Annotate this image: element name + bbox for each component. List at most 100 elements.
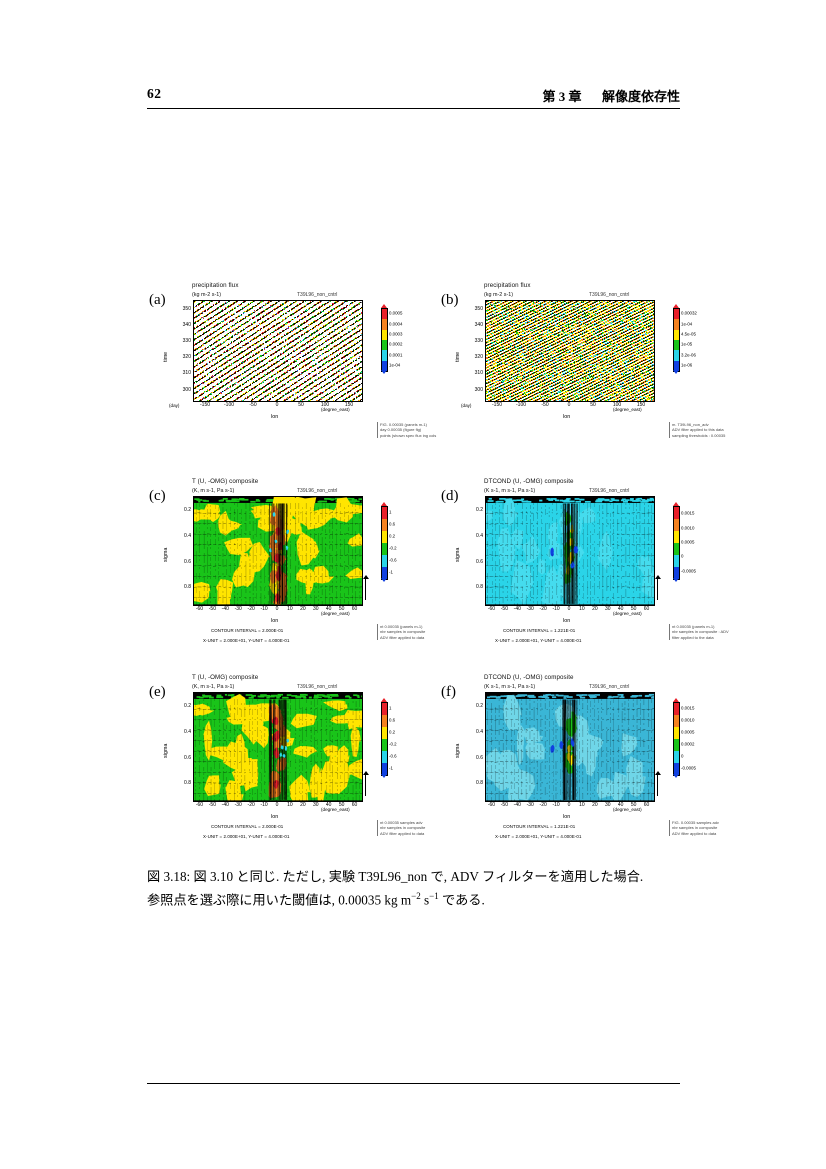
colorbar <box>673 506 680 580</box>
colorbar-tick-label: 0.0002 <box>681 741 695 747</box>
y-axis-label: sigma <box>163 743 169 758</box>
header-rule <box>147 108 680 110</box>
x-tick-label: 50 <box>298 401 304 408</box>
colorbar-segment <box>382 567 387 579</box>
x-tick-label: 30 <box>312 801 319 808</box>
x-tick-label: -150 <box>491 401 503 408</box>
colorbar-segment <box>382 763 387 775</box>
vector-scale-arrow-icon <box>657 774 658 796</box>
x-tick-label: 20 <box>592 801 598 808</box>
page-number: 62 <box>147 86 162 101</box>
panel-footnote-line: ADV filter applied to data <box>380 634 425 640</box>
plot-area <box>193 496 363 606</box>
colorbar-segment <box>674 507 679 519</box>
colorbar-segment <box>382 507 387 519</box>
x-tick-label: -10 <box>552 605 560 612</box>
x-tick-label: -60 <box>195 801 204 808</box>
caption-sup-1: −2 <box>411 890 421 901</box>
x-tick-label: 60 <box>643 605 650 612</box>
colorbar-tick-label: -0.0005 <box>681 568 696 574</box>
x-tick-label: 50 <box>338 605 345 612</box>
colorbar-segment <box>674 519 679 531</box>
panel-footnote-line: nbr samples in composite <box>380 629 426 635</box>
y-tick-label: 0.8 <box>476 584 483 591</box>
x-tick-label: -10 <box>552 801 560 808</box>
plot-canvas <box>486 693 654 801</box>
axis-unit-note: X-UNIT = 2.000E+01, Y-UNIT = 4.000E-01 <box>203 834 290 839</box>
panel-experiment-name: T39L96_non_cntrl <box>297 488 338 494</box>
x-tick-label: 10 <box>579 605 585 612</box>
x-tick-label: 20 <box>300 801 306 808</box>
x-tick-label: -50 <box>500 605 508 612</box>
colorbar-tick-label: 0.0005 <box>389 310 403 316</box>
colorbar-bottom-arrow-icon <box>380 774 387 778</box>
x-tick-label: 20 <box>592 605 598 612</box>
vector-scale-arrowhead-icon <box>362 771 369 775</box>
x-tick-label: 60 <box>351 801 358 808</box>
colorbar-segment <box>382 360 387 371</box>
colorbar-segment <box>382 531 387 543</box>
colorbar-top-arrow-icon <box>672 304 679 308</box>
x-tick-label: -100 <box>515 401 527 408</box>
x-tick-label: -60 <box>487 605 496 612</box>
axis-unit-note: X-UNIT = 2.000E+01, Y-UNIT = 4.000E-01 <box>495 834 582 839</box>
plot-canvas <box>194 693 362 801</box>
x-tick-label: -30 <box>526 801 534 808</box>
colorbar-tick-label: 0.0001 <box>389 352 403 357</box>
panel-footnote-line: nt 0.00035 (panels m-1) <box>672 624 715 629</box>
y-axis-label: sigma <box>163 547 169 562</box>
y-tick-label: 350 <box>474 305 483 312</box>
colorbar-tick-label: 1 <box>389 509 392 515</box>
colorbar-tick-label: 0.6 <box>389 717 396 723</box>
plot-panel-c: (c) T (U, -OMG) composite (K, m s-1, Pa s-… <box>147 476 425 644</box>
x-tick-label: 100 <box>612 401 622 408</box>
y-tick-label: 340 <box>182 322 191 328</box>
panel-experiment-name: T39L96_non_cntrl <box>589 488 630 494</box>
colorbar-segment <box>674 350 679 361</box>
y-tick-label: 300 <box>474 386 483 393</box>
plot-panel-f: (f) DTCOND (U, -OMG) composite (K s-1, m s… <box>439 672 719 840</box>
x-tick-label: 100 <box>320 401 330 408</box>
panel-label: (e) <box>149 684 166 700</box>
panel-label: (c) <box>149 488 166 504</box>
x-tick-label: 0 <box>275 401 279 408</box>
x-axis-unit: (degree_east) <box>613 407 642 412</box>
vector-scale-arrow-icon <box>657 578 658 600</box>
y-tick-label: 0.2 <box>476 703 483 710</box>
x-axis-unit: (degree_east) <box>613 611 642 616</box>
colorbar-tick-label: 1e-06 <box>681 362 693 368</box>
colorbar-tick-label: 0.2 <box>389 533 396 539</box>
y-tick-label: 0.6 <box>184 754 191 761</box>
y-tick-label: 320 <box>182 354 191 361</box>
x-tick-label: 0 <box>567 801 571 808</box>
plot-panel-b: (b) precipitation flux (kg m-2 s-1) T39L96_… <box>439 280 725 440</box>
colorbar-segment <box>674 319 679 330</box>
colorbar-tick-label: 1e-04 <box>389 362 401 368</box>
colorbar-segment <box>382 319 387 330</box>
colorbar-tick-label: 0.0004 <box>389 321 403 326</box>
x-axis-unit: (degree_east) <box>321 407 350 412</box>
x-axis-unit: (degree_east) <box>321 611 350 616</box>
colorbar <box>381 308 388 372</box>
x-tick-label: -30 <box>234 605 242 612</box>
x-axis-label: lon <box>271 814 279 820</box>
plot-area <box>485 496 655 606</box>
x-tick-label: -40 <box>221 605 229 612</box>
colorbar-tick-label: -0.0005 <box>681 765 696 771</box>
plot-area <box>193 300 363 402</box>
x-axis-label: lon <box>271 414 279 420</box>
contour-interval-note: CONTOUR INTERVAL = 2.000E-01 <box>211 824 284 829</box>
colorbar-segment <box>382 309 387 320</box>
panel-experiment-name: T39L96_non_cntrl <box>297 292 338 298</box>
x-tick-label: -20 <box>247 605 255 612</box>
colorbar-segment <box>674 751 679 763</box>
colorbar-top-arrow-icon <box>380 502 387 506</box>
colorbar-segment <box>674 567 679 579</box>
y-tick-label: 0.6 <box>476 754 483 761</box>
panel-experiment-name: T39L96_non_cntrl <box>589 684 630 690</box>
figure-3-18: (a) precipitation flux (kg m-2 s-1) T39L96_… <box>147 280 729 850</box>
y-axis-label: sigma <box>455 547 461 562</box>
x-tick-label: 150 <box>636 401 646 408</box>
panel-units: (K s-1, m s-1, Pa s-1) <box>484 684 536 690</box>
colorbar <box>381 506 388 580</box>
